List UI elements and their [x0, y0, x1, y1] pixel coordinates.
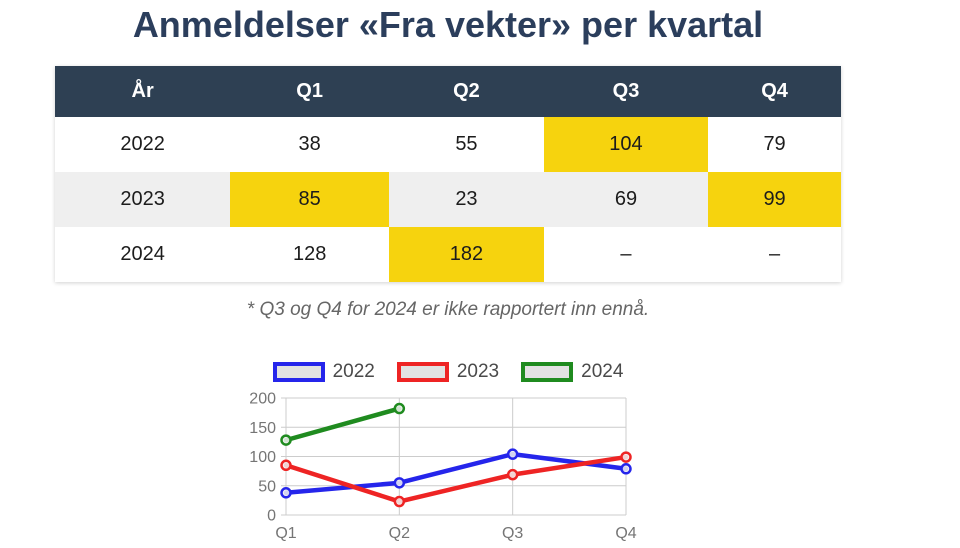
table-header-row: År Q1 Q2 Q3 Q4: [55, 66, 841, 117]
legend-swatch-icon: [521, 362, 574, 382]
x-tick-label-q3: Q3: [502, 525, 523, 542]
article-content: Anmeldelser «Fra vekter» per kvartal År Q…: [55, 0, 841, 546]
data-point-2023-q2: [393, 495, 406, 508]
y-tick-label-100: 100: [249, 449, 276, 466]
value-cell-highlighted: 182: [389, 227, 544, 282]
y-tick-label-0: 0: [267, 508, 276, 525]
value-cell-highlighted: 104: [543, 117, 709, 172]
value-cell: 55: [389, 117, 544, 172]
data-point-2024-q1: [280, 434, 292, 446]
legend-swatch-icon: [272, 362, 325, 382]
x-tick-label-q4: Q4: [615, 525, 636, 542]
column-header-r: År: [55, 66, 231, 117]
series-line-2024: [283, 406, 402, 443]
quarterly-report-table: År Q1 Q2 Q3 Q4 2022 38 55 104 79 2023 85 23 69 99 2024…: [55, 66, 841, 282]
legend-swatch-icon: [396, 362, 449, 382]
table-row-2023: 2023 85 23 69 99: [55, 172, 841, 227]
legend-item-label: 2024: [581, 361, 624, 382]
data-point-2023-q4: [620, 451, 632, 463]
data-point-2022-q4: [620, 463, 632, 475]
data-point-2023-q1: [280, 459, 292, 472]
table-body: 2022 38 55 104 79 2023 85 23 69 99 2024 128 182– –: [55, 117, 841, 282]
x-tick-label-q1: Q1: [275, 525, 296, 542]
legend-item-label: 2023: [456, 361, 500, 382]
legend-item-2023: 2023: [396, 361, 500, 383]
series-line-2023: [283, 454, 629, 504]
column-header-q2: Q2: [389, 66, 544, 117]
y-tick-label-150: 150: [249, 420, 276, 437]
table-row-2022: 2022 38 55 104 79: [55, 117, 841, 172]
legend-item-2024: 2024: [521, 361, 623, 383]
footnote: * Q3 og Q4 for 2024 er ikke rapportert i…: [246, 299, 650, 320]
legend-item-2022: 2022: [272, 361, 375, 383]
data-point-2022-q1: [280, 487, 292, 499]
y-tick-label-200: 200: [249, 391, 276, 408]
chart-legend: 2022 2023 2024: [55, 361, 841, 383]
value-cell: 23: [389, 172, 544, 227]
value-cell: –: [708, 227, 841, 282]
column-header-q3: Q3: [543, 66, 709, 117]
value-cell: 69: [543, 172, 709, 227]
value-cell: 38: [230, 117, 390, 172]
year-cell: 2022: [55, 117, 231, 172]
value-cell: 128: [230, 227, 390, 282]
year-cell: 2023: [55, 172, 231, 227]
column-header-q1: Q1: [230, 66, 390, 117]
page-title: Anmeldelser «Fra vekter» per kvartal: [132, 4, 764, 45]
series-line-2022: [283, 451, 629, 496]
value-cell: –: [543, 227, 709, 282]
value-cell-highlighted: 85: [230, 172, 390, 227]
line-chart-plot: 0 50 100 150 200 Q1 Q2 Q3 Q4: [249, 391, 636, 543]
data-point-2023-q3: [506, 468, 519, 481]
value-cell-highlighted: 99: [708, 172, 841, 227]
line-chart: 2022 2023 2024 0 50 100 150 200 Q1 Q2 Q3 Q4: [55, 361, 841, 546]
data-point-2022-q2: [393, 477, 406, 489]
data-point-2024-q2: [393, 402, 406, 415]
x-tick-label-q2: Q2: [389, 525, 410, 542]
value-cell: 79: [708, 117, 841, 172]
year-cell: 2024: [55, 227, 231, 282]
legend-item-label: 2022: [332, 361, 375, 382]
data-point-2022-q3: [506, 448, 519, 460]
y-tick-label-50: 50: [258, 478, 276, 495]
column-header-q4: Q4: [708, 66, 841, 117]
table-row-2024: 2024 128 182– –: [55, 227, 841, 282]
